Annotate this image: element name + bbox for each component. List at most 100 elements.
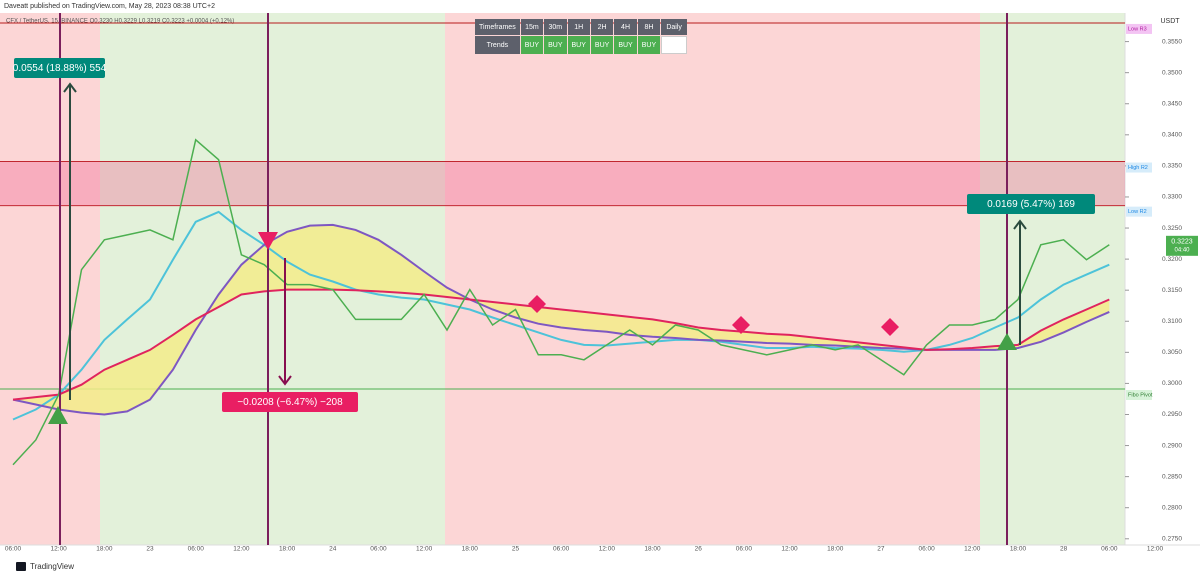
x-tick-label: 06:00: [370, 546, 387, 553]
price-tag: [1166, 235, 1198, 256]
level-tag: [1126, 23, 1152, 34]
table-cell: 2H: [590, 19, 614, 35]
indicator-line: [12, 288, 1110, 401]
table-cell: 30m: [544, 19, 567, 35]
publisher: Daveatt published on TradingView.com, Ma…: [4, 3, 215, 10]
level-tag: [1126, 390, 1152, 401]
buy-marker: [48, 406, 68, 424]
y-tick-label: 0.3250: [1162, 225, 1182, 232]
annotation-box: [14, 58, 105, 78]
price-axis-bg: [1125, 13, 1200, 545]
annotation: −0.0208 (−6.47%) −208: [237, 397, 343, 408]
y-tick-label: 0.3100: [1162, 318, 1182, 325]
x-tick-label: 12:00: [51, 546, 68, 553]
table-cell: 15m: [520, 19, 544, 35]
level-tag: [1126, 162, 1152, 173]
bear-zone: [445, 13, 980, 545]
y-tick-label: 0.3000: [1162, 380, 1182, 387]
symbol-info: CFX / TetherUS, 15, BINANCE O0.3230 H0.3…: [6, 19, 234, 25]
x-tick-label: 06:00: [5, 546, 22, 553]
x-tick-label: 18:00: [279, 546, 296, 553]
y-tick-label: 0.2850: [1162, 473, 1182, 480]
table-cell: Trends: [475, 36, 520, 54]
trend-table: Timeframes 15m 30m 1H 2H 4H 8H Daily Trends BUY BU…: [474, 18, 688, 55]
annotation-box: [222, 392, 358, 412]
exit-marker: [732, 316, 750, 334]
x-tick-label: 12:00: [233, 546, 250, 553]
table-cell: BUY: [567, 36, 590, 54]
buy-marker: [997, 333, 1017, 350]
table-cell: Daily: [661, 19, 688, 35]
x-tick-label: 06:00: [553, 546, 570, 553]
arrow: [1013, 219, 1027, 345]
table-cell: 1H: [567, 19, 590, 35]
x-tick-label: 06:00: [1101, 546, 1118, 553]
table-cell: 4H: [614, 19, 637, 35]
x-tick-label: 12:00: [781, 546, 798, 553]
x-tick-label: 12:00: [964, 546, 981, 553]
table-cell: 8H: [637, 19, 661, 35]
annotation: 0.0169 (5.47%) 169: [987, 199, 1075, 210]
y-tick-label: 0.3350: [1162, 163, 1182, 170]
y-tick-label: 0.2800: [1162, 504, 1182, 511]
y-tick-label: 0.2750: [1162, 536, 1182, 543]
table-row: Timeframes 15m 30m 1H 2H 4H 8H Daily: [475, 19, 688, 35]
x-tick-label: 06:00: [918, 546, 935, 553]
level-tag: [1126, 206, 1152, 217]
exit-marker: [881, 318, 899, 336]
annotations: 0.2750 0.2800 0.2850 0.2900 0.2950 0.3000 0.30…: [5, 23, 1198, 553]
y-tick-label: 0.3500: [1162, 69, 1182, 76]
bull-zone: [980, 13, 1125, 545]
bear-zone: [0, 13, 100, 545]
y-tick-label: 0.3300: [1162, 194, 1182, 201]
logo: [16, 562, 26, 571]
plot: [0, 22, 1129, 540]
arrow: [278, 258, 292, 386]
y-tick-label: 0.3150: [1162, 287, 1182, 294]
x-tick-label: 18:00: [1010, 546, 1027, 553]
table-cell: BUY: [544, 36, 567, 54]
annotation: 0.0554 (18.88%) 554: [13, 63, 107, 74]
x-tick-label: 18:00: [644, 546, 661, 553]
table-cell: BUY: [590, 36, 614, 54]
y-tick-label: 0.3550: [1162, 38, 1182, 45]
arrow: [63, 82, 77, 400]
y-tick-label: 0.3450: [1162, 100, 1182, 107]
annotation-box: [967, 194, 1095, 214]
x-tick-label: 06:00: [736, 546, 753, 553]
x-tick-label: 12:00: [416, 546, 433, 553]
x-tick-label: 18:00: [96, 546, 113, 553]
axis-unit: USDT: [1160, 18, 1180, 25]
y-tick-label: 0.3400: [1162, 132, 1182, 139]
y-tick-label: 0.3200: [1162, 256, 1182, 263]
table-row: Trends BUY BUY BUY BUY BUY BUY: [475, 36, 688, 54]
x-tick-label: 27: [877, 546, 885, 553]
footer: TradingView: [30, 562, 74, 571]
x-tick-label: 18:00: [827, 546, 844, 553]
price-line: [12, 138, 1110, 466]
table-cell: BUY: [520, 36, 544, 54]
overlay: [48, 13, 1027, 545]
y-tick-label: 0.2900: [1162, 442, 1182, 449]
level-label: Low R3: [1128, 26, 1147, 32]
countdown: 04:40: [1174, 247, 1190, 253]
exit-marker: [528, 295, 546, 313]
x-tick-label: 25: [512, 546, 520, 553]
empty-cell: [661, 36, 688, 54]
level-band: [0, 161, 1125, 206]
x-tick-label: 06:00: [188, 546, 205, 553]
x-tick-label: 18:00: [462, 546, 479, 553]
x-tick-label: 28: [1060, 546, 1068, 553]
y-tick-label: 0.2950: [1162, 411, 1182, 418]
table-cell: BUY: [637, 36, 661, 54]
table-cell: Timeframes: [475, 19, 520, 35]
cloud: [13, 224, 1110, 415]
x-tick-label: 24: [329, 546, 337, 553]
y-tick-label: 0.3050: [1162, 349, 1182, 356]
x-tick-label: 12:00: [599, 546, 616, 553]
level-label: High R2: [1128, 165, 1148, 171]
x-tick-label: 26: [695, 546, 703, 553]
table-cell: BUY: [614, 36, 637, 54]
